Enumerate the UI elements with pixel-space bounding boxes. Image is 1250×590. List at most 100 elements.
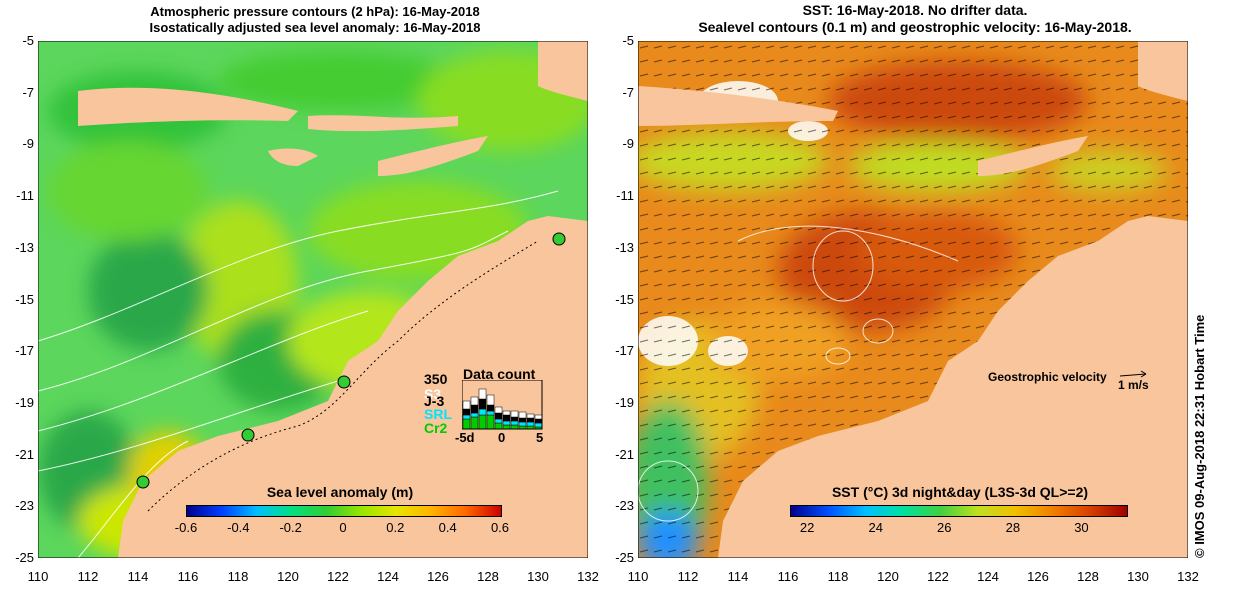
x-tick-label: 110 (27, 569, 49, 584)
histogram-bar-segment (470, 412, 479, 418)
tide-gauge-markers (136, 232, 566, 489)
colorbar-tick-label: 0.6 (490, 520, 510, 535)
x-tick-label: 118 (227, 569, 249, 584)
histogram-bar-segment (502, 414, 511, 422)
y-tick-label: -19 (15, 394, 34, 410)
y-tick-label: -7 (22, 84, 34, 100)
histogram-bar-segment (462, 414, 471, 420)
dc-xtick-2: 0 (498, 430, 506, 445)
colorbar-tick-label: 30 (1074, 520, 1089, 535)
histogram-bar-segment (526, 421, 535, 427)
dc-xtick-1: -5d (455, 430, 475, 445)
sea-level-anomaly-map (38, 41, 588, 558)
tide-gauge-marker (136, 475, 150, 489)
colorbar-tick-label: 0.4 (438, 520, 457, 535)
java-island (638, 86, 838, 126)
y-tick-label: -23 (615, 498, 634, 514)
colorbar-tick-label: 0 (339, 520, 347, 535)
colorbar-tick-label: 0.2 (386, 520, 405, 535)
y-tick-label: -7 (622, 84, 634, 100)
australia-landmass (718, 216, 1188, 558)
x-tick-label: 122 (927, 569, 949, 584)
australia-landmass (118, 216, 588, 558)
legend-cr2: Cr2 (424, 420, 448, 436)
credit-text: © IMOS 09-Aug-2018 22:31 Hobart Time (1192, 314, 1207, 558)
y-tick-label: -17 (615, 343, 634, 359)
histogram-bar-segment (470, 396, 479, 406)
y-tick-label: -15 (615, 291, 634, 307)
y-tick-label: -21 (15, 446, 34, 462)
y-tick-label: -13 (15, 239, 34, 255)
sst-colorbar (790, 505, 1128, 517)
colorbar-tick-label: -0.6 (174, 520, 198, 535)
y-tick-label: -23 (15, 498, 34, 514)
sla-colorbar (186, 505, 502, 517)
x-tick-label: 132 (577, 569, 599, 584)
y-tick-label: -11 (16, 188, 34, 204)
y-tick-label: -25 (15, 550, 34, 565)
y-tick-label: -19 (615, 394, 634, 410)
x-tick-label: 130 (1127, 569, 1149, 584)
histogram-bar-segment (502, 410, 511, 416)
legend-j3: J-3 (424, 393, 445, 409)
colorbar-tick-label: -0.4 (227, 520, 250, 535)
histogram-bar-segment (478, 414, 487, 430)
histogram-bar-segment (478, 398, 487, 410)
histogram-bar-segment (462, 400, 471, 410)
histogram-bar-segment (510, 416, 519, 422)
y-tick-label: -17 (15, 343, 34, 359)
sla-colorbar-title: Sea level anomaly (m) (266, 484, 414, 500)
histogram-bar-segment (494, 422, 503, 430)
x-tick-label: 112 (77, 569, 99, 584)
y-tick-label: -15 (15, 291, 34, 307)
tide-gauge-marker (241, 428, 255, 442)
y-tick-label: -9 (22, 136, 34, 152)
pressure-contours (38, 190, 559, 558)
histogram-bar-segment (494, 412, 503, 420)
y-tick-label: -5 (622, 33, 634, 48)
java-island (78, 87, 298, 126)
x-tick-label: 114 (127, 569, 149, 584)
tide-gauge-marker (337, 375, 351, 389)
y-tick-label: -13 (615, 239, 634, 255)
colorbar-tick-label: 26 (937, 520, 952, 535)
histogram-bar-segment (502, 424, 511, 430)
x-tick-label: 122 (327, 569, 349, 584)
land (638, 41, 1188, 558)
x-tick-label: 126 (427, 569, 449, 584)
histogram-bar-segment (478, 388, 487, 400)
histogram-bar-segment (486, 404, 495, 412)
histogram-bar-segment (502, 420, 511, 426)
papua-coast (1138, 41, 1188, 101)
colorbar-tick-label: 22 (799, 520, 815, 535)
x-tick-label: 128 (1077, 569, 1099, 584)
colorbar-tick-label: 28 (1005, 520, 1021, 535)
x-tick-label: 116 (177, 569, 199, 584)
histogram-bar-segment (486, 410, 495, 416)
x-tick-label: 124 (377, 569, 399, 584)
legend-srl: SRL (424, 406, 452, 422)
data-count-max: 350 (424, 371, 448, 387)
x-tick-label: 118 (827, 569, 849, 584)
x-tick-label: 112 (677, 569, 699, 584)
x-tick-label: 116 (777, 569, 799, 584)
histogram-bar-segment (486, 414, 495, 430)
y-tick-label: -21 (615, 446, 634, 462)
histogram-bar-segment (470, 416, 479, 430)
x-tick-label: 124 (977, 569, 999, 584)
x-tick-label: 120 (877, 569, 899, 584)
histogram-bar-segment (478, 408, 487, 416)
timor-island (378, 136, 488, 176)
y-tick-label: -11 (616, 188, 634, 204)
histogram-bar-segment (462, 408, 471, 416)
data-count-histogram (462, 380, 543, 430)
right-map-title: SST: 16-May-2018. No drifter data. Seale… (655, 2, 1175, 36)
x-tick-label: 114 (727, 569, 749, 584)
histogram-bar-segment (462, 418, 471, 430)
shelf-contour (147, 240, 539, 512)
papua-coast (538, 41, 588, 101)
left-title-line1: Atmospheric pressure contours (2 hPa): 1… (150, 4, 480, 19)
velocity-legend-unit: 1 m/s (1118, 378, 1149, 392)
histogram-bar-segment (526, 417, 535, 423)
histogram-bar-segment (486, 394, 495, 406)
